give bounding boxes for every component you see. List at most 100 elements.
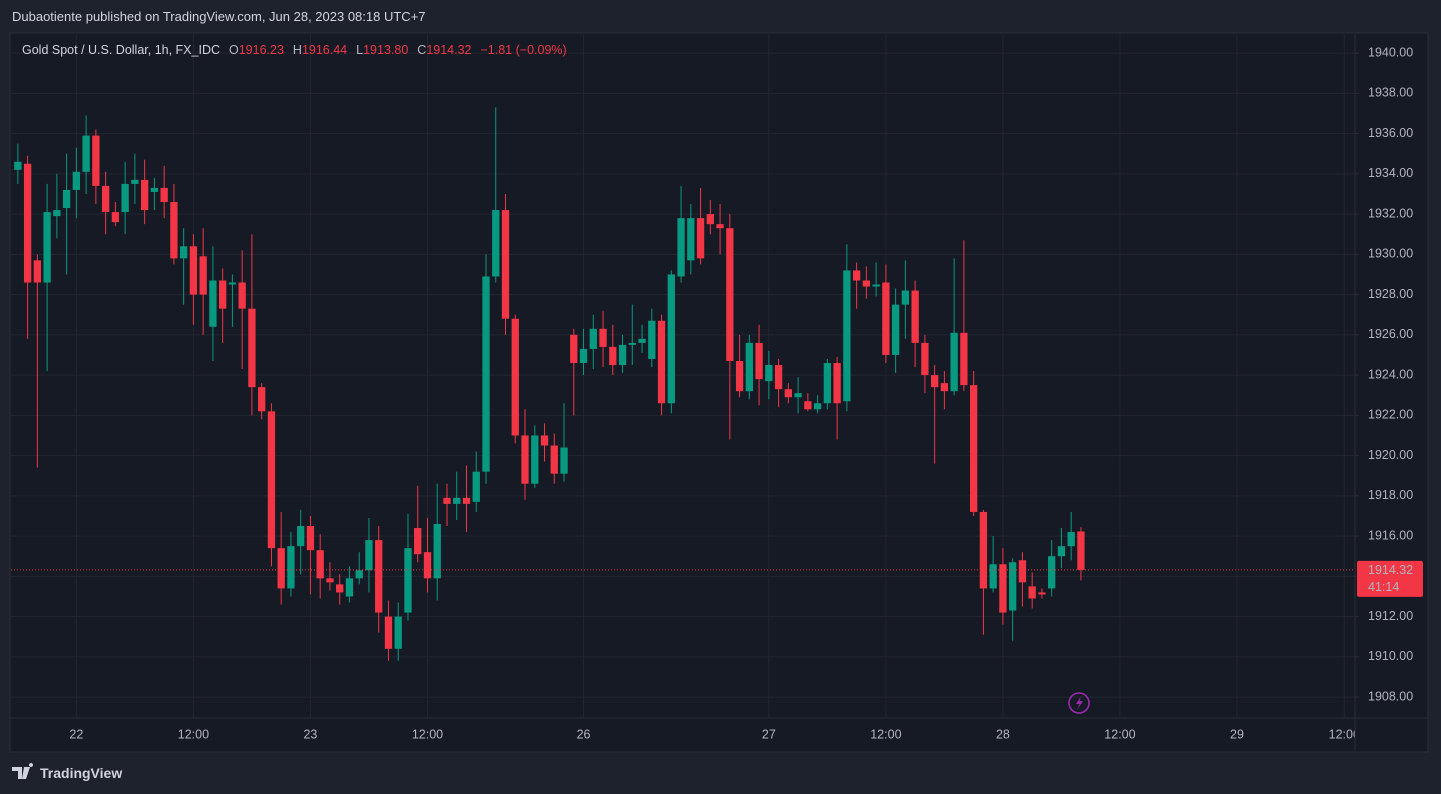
candle-body xyxy=(550,445,558,474)
candle-body xyxy=(189,246,198,295)
candle-body xyxy=(306,526,315,551)
legend: Gold Spot / U.S. Dollar, 1h, FX_IDC O 1916… xyxy=(22,43,576,57)
x-tick-label: 22 xyxy=(69,727,83,741)
candle-body xyxy=(267,411,276,549)
symbol: Gold Spot / U.S. Dollar, 1h, FX_IDC xyxy=(22,43,220,57)
y-tick-label: 1936.00 xyxy=(1368,126,1413,140)
candle-body xyxy=(628,342,636,345)
candle-body xyxy=(687,218,695,261)
candle-body xyxy=(443,497,451,504)
candle-body xyxy=(375,540,383,613)
x-tick-label: 12:00 xyxy=(1329,727,1360,741)
candle-body xyxy=(101,185,110,213)
candle-body xyxy=(667,274,675,404)
y-tick-label: 1908.00 xyxy=(1368,689,1413,703)
candle-body xyxy=(258,387,266,412)
candle-body xyxy=(219,280,227,309)
price-axis xyxy=(1355,34,1427,751)
candle-body xyxy=(53,210,61,217)
last-price-label: 1914.32 xyxy=(1368,563,1413,577)
candle-body xyxy=(209,280,217,327)
chart-pane xyxy=(9,32,1429,753)
candle-body xyxy=(735,360,744,392)
candle-body xyxy=(999,564,1007,613)
candle-body xyxy=(940,383,949,392)
candle-body xyxy=(521,435,529,484)
candle-body xyxy=(950,332,958,392)
candle-body xyxy=(882,282,890,355)
y-tick-label: 1918.00 xyxy=(1368,488,1413,502)
candle-body xyxy=(726,228,734,361)
candle-body xyxy=(511,318,519,436)
candle-body xyxy=(638,338,646,343)
candle-body xyxy=(404,548,412,613)
candle-body xyxy=(1057,546,1066,557)
candle-body xyxy=(813,403,822,410)
y-tick-label: 1930.00 xyxy=(1368,247,1413,261)
candles xyxy=(11,107,1355,661)
ohlc-key: L xyxy=(356,43,364,57)
candle-body xyxy=(150,187,159,192)
y-tick-label: 1922.00 xyxy=(1368,408,1413,422)
candle-body xyxy=(62,189,71,209)
candle-body xyxy=(238,282,246,309)
candle-body xyxy=(287,546,295,589)
candle-body xyxy=(121,183,129,213)
candle-body xyxy=(472,471,480,502)
x-tick-label: 12:00 xyxy=(412,727,443,741)
y-tick-label: 1940.00 xyxy=(1368,45,1413,59)
last-price-box xyxy=(1357,560,1423,597)
candle-body xyxy=(248,308,256,388)
candle-body xyxy=(677,218,685,277)
candle-body xyxy=(111,212,120,223)
axes: 1908.001910.001912.001914.001916.001918.… xyxy=(1355,45,1423,703)
candle-body xyxy=(228,282,237,285)
candle-body xyxy=(277,548,285,589)
candle-body xyxy=(872,284,880,287)
candle-body xyxy=(843,270,851,402)
candle-body xyxy=(72,171,81,190)
x-tick-label: 12:00 xyxy=(870,727,901,741)
candle-body xyxy=(696,218,705,259)
alert-icon[interactable] xyxy=(1068,692,1090,714)
change: −1.81 (−0.09%) xyxy=(480,43,567,57)
x-tick-label: 27 xyxy=(762,727,776,741)
candle-body xyxy=(131,179,139,184)
candle-body xyxy=(852,270,861,281)
logo-mark xyxy=(12,763,34,779)
x-tick-label: 26 xyxy=(577,727,591,741)
candle-body xyxy=(492,210,500,277)
candle-body xyxy=(179,246,188,259)
y-tick-label: 1932.00 xyxy=(1368,206,1413,220)
candle-body xyxy=(33,260,42,283)
candle-body xyxy=(482,276,490,472)
candle-body xyxy=(199,256,207,295)
candle-body xyxy=(833,363,841,404)
y-tick-label: 1924.00 xyxy=(1368,367,1413,381)
candle-body xyxy=(531,435,539,484)
grid: 22 12:00 23 12:00 26 27 12:00 28 12:00 29 12:00 xyxy=(11,34,1360,741)
candle-body xyxy=(706,214,714,225)
candle-body xyxy=(969,385,978,512)
candle-body xyxy=(930,375,939,388)
candle-body xyxy=(394,616,402,649)
y-tick-label: 1916.00 xyxy=(1368,528,1413,542)
brand: TradingView xyxy=(40,765,123,781)
ohlc-value: 1916.23 xyxy=(238,43,284,57)
candle-body xyxy=(755,342,763,380)
candle-body xyxy=(82,135,90,172)
candle-body xyxy=(589,328,597,349)
x-tick-label: 12:00 xyxy=(178,727,209,741)
candle-body xyxy=(462,497,471,504)
y-tick-label: 1928.00 xyxy=(1368,287,1413,301)
y-tick-label: 1912.00 xyxy=(1368,609,1413,623)
candle-body xyxy=(599,328,607,347)
y-tick-label: 1910.00 xyxy=(1368,649,1413,663)
candle-body xyxy=(23,163,32,283)
ohlc-value: 1916.44 xyxy=(301,43,348,57)
candle-body xyxy=(453,497,461,504)
publish-line: Dubaotiente published on TradingView.com… xyxy=(12,9,426,24)
candle-body xyxy=(355,570,363,579)
candle-body xyxy=(765,365,773,382)
countdown: 41:14 xyxy=(1368,580,1399,594)
